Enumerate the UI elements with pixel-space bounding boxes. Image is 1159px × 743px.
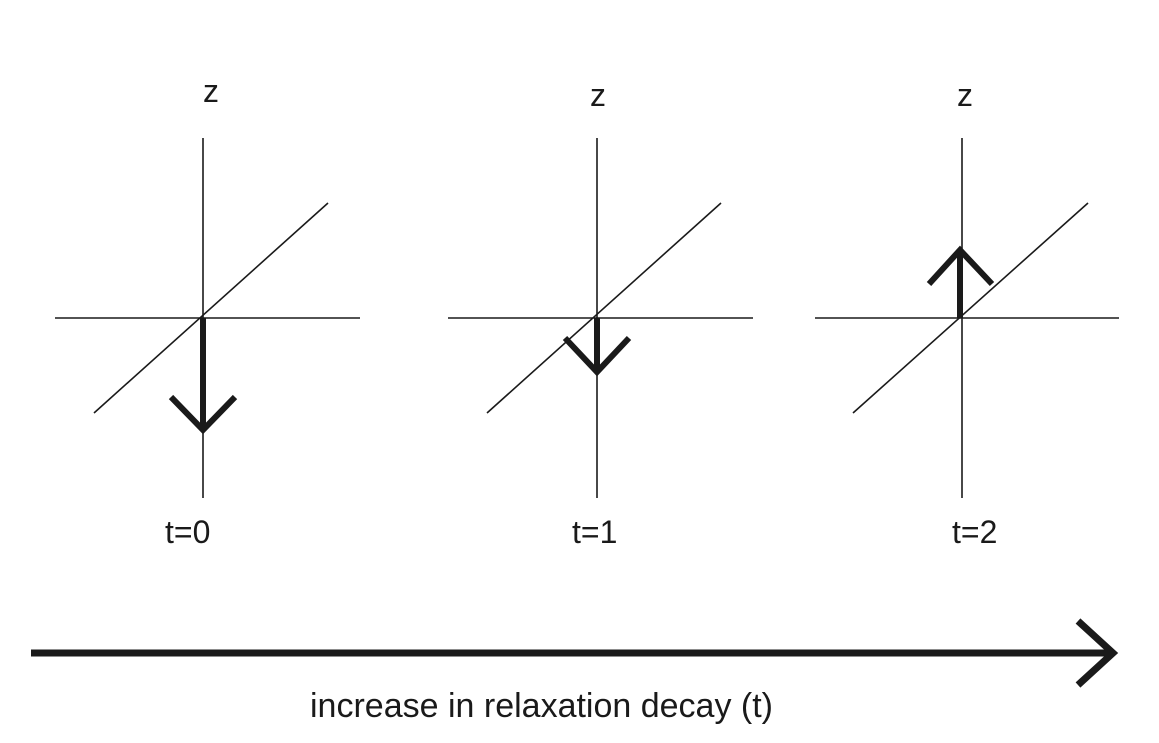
arrowhead-up bbox=[926, 245, 995, 287]
time-label: t=2 bbox=[952, 514, 997, 550]
z-axis-label: z bbox=[590, 77, 606, 113]
time-arrowhead-icon bbox=[1075, 618, 1119, 688]
y-axis-diagonal bbox=[93, 202, 329, 414]
arrowhead-down bbox=[562, 335, 632, 377]
z-axis-label: z bbox=[957, 77, 973, 113]
panel-t2: z t=2 bbox=[815, 77, 1119, 550]
y-axis-diagonal bbox=[486, 202, 722, 414]
z-axis-label: z bbox=[203, 73, 219, 109]
time-label: t=1 bbox=[572, 514, 617, 550]
time-axis-caption: increase in relaxation decay (t) bbox=[310, 687, 773, 725]
arrowhead-down bbox=[168, 394, 238, 435]
y-axis-diagonal bbox=[852, 202, 1089, 414]
time-label: t=0 bbox=[165, 514, 210, 550]
time-axis: increase in relaxation decay (t) bbox=[31, 618, 1119, 725]
panel-t0: z t=0 bbox=[55, 73, 360, 550]
panel-t1: z t=1 bbox=[448, 77, 753, 550]
